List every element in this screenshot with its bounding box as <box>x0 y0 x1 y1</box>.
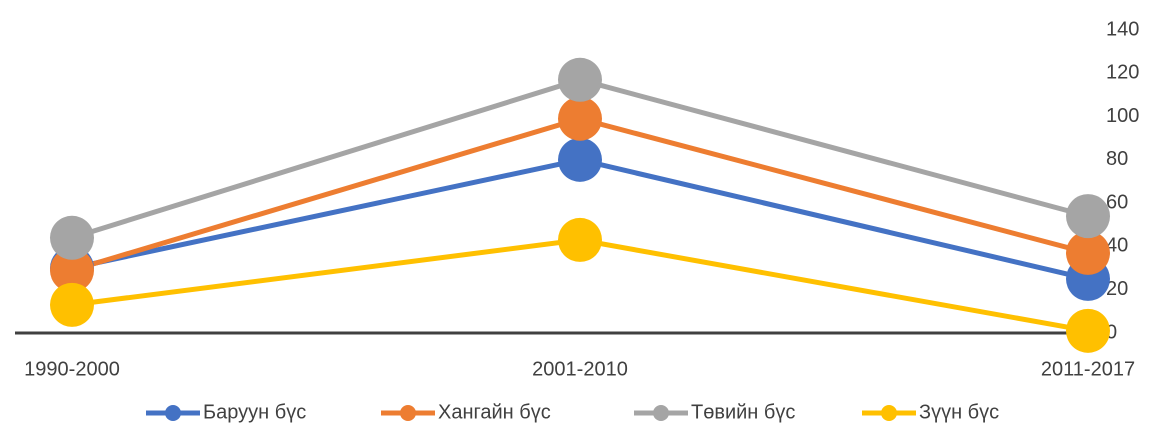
x-tick-label: 2001-2010 <box>532 358 628 380</box>
legend-label: Баруун бүс <box>203 401 306 423</box>
legend-marker <box>881 405 897 421</box>
point <box>50 215 94 260</box>
legend-marker <box>165 405 181 421</box>
y-tick-label: 0 <box>1106 321 1117 343</box>
y-tick-label: 140 <box>1106 18 1139 40</box>
y-tick-label: 20 <box>1106 278 1128 300</box>
y-tick-label: 80 <box>1106 148 1128 170</box>
legend-label: Хангайн бүс <box>438 401 551 423</box>
point <box>558 96 602 141</box>
point <box>1066 308 1110 353</box>
legend-label: Зүүн бүс <box>919 401 999 423</box>
point <box>558 57 602 102</box>
legend-marker <box>653 405 669 421</box>
y-tick-label: 120 <box>1106 62 1139 84</box>
y-tick-label: 60 <box>1106 191 1128 213</box>
point <box>1066 230 1110 275</box>
legend-marker <box>400 405 416 421</box>
point <box>558 137 602 182</box>
y-tick-label: 40 <box>1106 235 1128 257</box>
legend-label: Төвийн бүс <box>691 401 795 423</box>
point <box>1066 194 1110 239</box>
y-tick-label: 100 <box>1106 105 1139 127</box>
point <box>558 217 602 262</box>
point <box>50 282 94 327</box>
x-tick-label: 1990-2000 <box>24 358 120 380</box>
point <box>50 248 94 293</box>
x-tick-label: 2011-2017 <box>1041 358 1135 380</box>
